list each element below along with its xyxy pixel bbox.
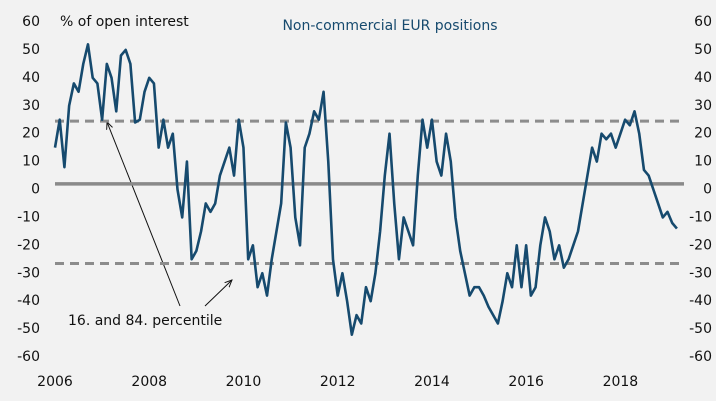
data-line xyxy=(53,43,678,336)
y-tick-label: 20 xyxy=(22,126,40,142)
y2-tick-label: -30 xyxy=(689,265,712,281)
y-tick-label: 10 xyxy=(22,154,40,170)
y2-tick-label: -50 xyxy=(689,321,712,337)
y-tick-label: -20 xyxy=(17,237,40,253)
plot-area: -60 -50 -40 -30 -20 -10 0 10 20 30 40 50 60 -60 -50 -40… xyxy=(17,14,712,390)
x-tick-label: 2010 xyxy=(226,374,262,390)
y-tick-label: 50 xyxy=(22,42,40,58)
y2-tick-label: 60 xyxy=(694,14,712,30)
y-tick-label: -10 xyxy=(17,209,40,225)
y-tick-label: -50 xyxy=(17,321,40,337)
y-axis-label: % of open interest xyxy=(60,14,189,30)
x-tick-label: 2016 xyxy=(508,374,544,390)
y2-tick-label: 40 xyxy=(694,70,712,86)
annotation-arrow xyxy=(107,122,181,307)
y-tick-label: -60 xyxy=(17,349,40,365)
x-tick-label: 2012 xyxy=(320,374,356,390)
y-tick-label: 0 xyxy=(31,182,40,198)
y2-tick-label: 20 xyxy=(694,126,712,142)
y2-tick-label: -40 xyxy=(689,293,712,309)
y2-tick-label: 0 xyxy=(703,182,712,198)
y-tick-label: 30 xyxy=(22,98,40,114)
x-tick-label: 2018 xyxy=(603,374,639,390)
annotation: 16. and 84. percentile xyxy=(68,313,222,329)
y2-tick-label: -10 xyxy=(689,209,712,225)
annotation-arrow xyxy=(204,280,232,307)
y-tick-label: -40 xyxy=(17,293,40,309)
x-tick-label: 2006 xyxy=(37,374,73,390)
y2-tick-label: 50 xyxy=(694,42,712,58)
y-tick-label: 60 xyxy=(22,14,40,30)
x-tick-label: 2014 xyxy=(414,374,450,390)
y-tick-label: 40 xyxy=(22,70,40,86)
y2-tick-label: 10 xyxy=(694,154,712,170)
x-tick-label: 2008 xyxy=(131,374,167,390)
y-tick-label: -30 xyxy=(17,265,40,281)
y2-tick-label: -60 xyxy=(689,349,712,365)
y2-tick-label: -20 xyxy=(689,237,712,253)
y2-tick-label: 30 xyxy=(694,98,712,114)
chart-title: Non-commercial EUR positions xyxy=(282,18,497,34)
